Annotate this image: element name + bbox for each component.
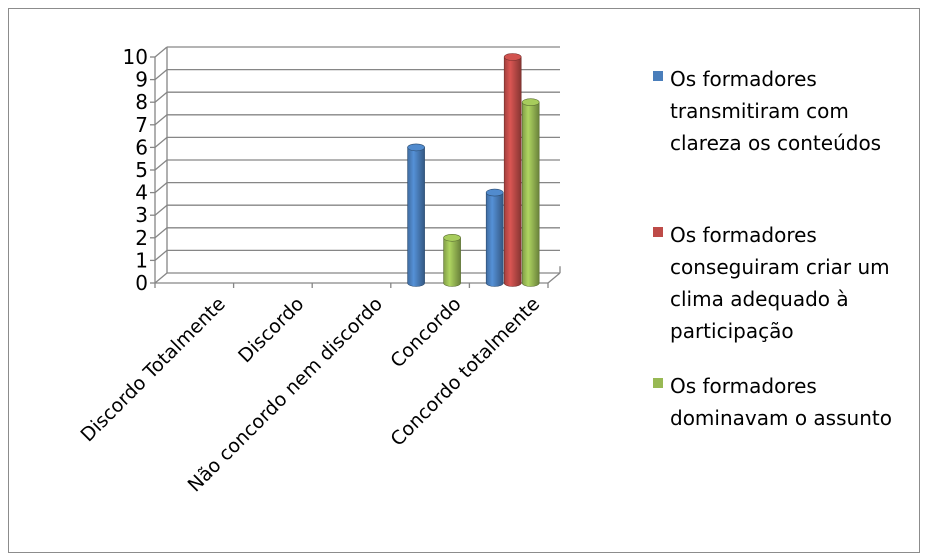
gridline-side-8: [155, 92, 167, 102]
gridline-side-5: [155, 160, 167, 170]
gridline-side-2: [155, 228, 167, 238]
legend-entry-text: clima adequado à: [670, 287, 849, 311]
gridline-side-6: [155, 137, 167, 147]
y-tick-label-2: 2: [135, 226, 148, 250]
x-category-label: Concordo: [386, 293, 465, 372]
y-tick-label-7: 7: [135, 113, 148, 137]
floor-right-edge: [548, 273, 560, 283]
legend-entry-text: dominavam o assunto: [670, 406, 892, 430]
gridline-side-3: [155, 205, 167, 215]
y-tick-label-9: 9: [135, 68, 148, 92]
y-tick-label-1: 1: [135, 248, 148, 272]
y-tick-label-0: 0: [135, 271, 148, 295]
y-tick-label-8: 8: [135, 90, 148, 114]
x-category-label: Discordo Totalmente: [77, 293, 230, 446]
y-tick-label-6: 6: [135, 135, 148, 159]
gridline-side-4: [155, 183, 167, 193]
bar: [522, 99, 539, 287]
bar: [408, 144, 425, 287]
gridline-side-10: [155, 47, 167, 57]
y-tick-label-5: 5: [135, 158, 148, 182]
bar: [444, 234, 461, 286]
x-category-label: Concordo totalmente: [387, 293, 545, 451]
legend-entry-text: Os formadores: [670, 223, 817, 247]
legend-entry-text: transmitiram com: [670, 99, 849, 123]
y-tick-label-3: 3: [135, 203, 148, 227]
gridline-side-1: [155, 250, 167, 260]
legend-entry-text: participação: [670, 319, 794, 343]
legend-entry-text: Os formadores: [670, 374, 817, 398]
bar: [486, 189, 503, 286]
bar: [504, 54, 521, 287]
x-category-label: Discordo: [234, 293, 308, 367]
legend-entry-text: Os formadores: [670, 67, 817, 91]
legend-entry-text: conseguiram criar um: [670, 255, 890, 279]
gridline-side-7: [155, 115, 167, 125]
gridline-side-0: [155, 273, 167, 283]
gridline-side-9: [155, 70, 167, 80]
legend-swatch: [653, 378, 663, 388]
y-tick-label-4: 4: [135, 181, 148, 205]
legend-entry-text: clareza os conteúdos: [670, 131, 881, 155]
y-tick-label-10: 10: [123, 45, 148, 69]
legend-swatch: [653, 71, 663, 81]
legend-swatch: [653, 227, 663, 237]
